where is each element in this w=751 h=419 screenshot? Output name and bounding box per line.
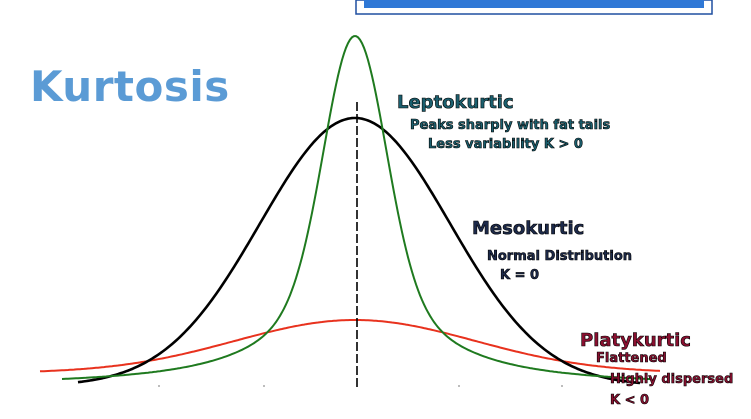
leptokurtic-curve <box>61 35 651 381</box>
mesokurtic-heading: Mesokurtic <box>472 218 585 240</box>
leptokurtic-description-2: Less variability K > 0 <box>428 137 584 153</box>
mesokurtic-description-2: K = 0 <box>500 268 540 284</box>
platykurtic-heading: Platykurtic <box>580 330 692 352</box>
platykurtic-description-2: Highly dispersed <box>610 372 734 388</box>
baseline-ticks <box>158 385 563 387</box>
platykurtic-description-3: K < 0 <box>610 393 650 409</box>
page-title: Kurtosis <box>30 62 230 111</box>
platykurtic-curve <box>39 319 661 373</box>
header-bar <box>364 0 704 8</box>
mesokurtic-description-1: Normal Distribution <box>487 249 633 265</box>
mesokurtic-curve <box>77 116 641 385</box>
leptokurtic-heading: Leptokurtic <box>397 92 514 114</box>
leptokurtic-description-1: Peaks sharply with fat tails <box>410 118 611 134</box>
platykurtic-description-1: Flattened <box>596 351 667 367</box>
